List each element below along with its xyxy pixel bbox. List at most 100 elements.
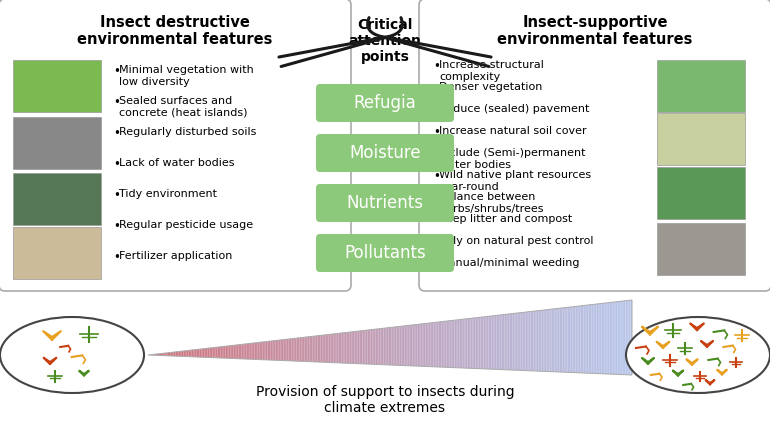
Polygon shape	[290, 339, 292, 361]
Polygon shape	[366, 330, 367, 364]
Polygon shape	[342, 333, 343, 363]
Polygon shape	[192, 350, 193, 357]
Polygon shape	[417, 324, 419, 366]
Text: Include (Semi-)permanent
water bodies: Include (Semi-)permanent water bodies	[439, 148, 585, 170]
Polygon shape	[545, 310, 547, 372]
Polygon shape	[383, 328, 385, 365]
Polygon shape	[408, 325, 410, 366]
Polygon shape	[180, 351, 182, 356]
Polygon shape	[317, 336, 319, 362]
Polygon shape	[288, 339, 290, 361]
Polygon shape	[435, 322, 437, 367]
FancyBboxPatch shape	[657, 60, 745, 112]
Polygon shape	[442, 321, 444, 367]
Polygon shape	[609, 302, 611, 374]
Polygon shape	[174, 352, 176, 356]
Polygon shape	[522, 312, 524, 371]
Polygon shape	[510, 314, 511, 370]
Polygon shape	[440, 322, 442, 367]
FancyBboxPatch shape	[13, 117, 101, 169]
Polygon shape	[590, 304, 591, 373]
Polygon shape	[300, 338, 301, 361]
Polygon shape	[513, 313, 514, 370]
Polygon shape	[322, 335, 324, 362]
Polygon shape	[454, 320, 456, 368]
Polygon shape	[480, 317, 482, 369]
Polygon shape	[477, 317, 479, 368]
Text: •: •	[113, 220, 120, 233]
FancyBboxPatch shape	[657, 113, 745, 165]
Polygon shape	[226, 346, 227, 358]
Polygon shape	[476, 317, 477, 368]
Polygon shape	[159, 353, 161, 355]
Polygon shape	[470, 318, 472, 368]
Polygon shape	[316, 336, 317, 362]
Text: Increase natural soil cover: Increase natural soil cover	[439, 126, 587, 136]
Polygon shape	[463, 319, 464, 368]
Polygon shape	[490, 316, 491, 369]
Polygon shape	[519, 313, 521, 370]
Polygon shape	[256, 343, 258, 359]
Polygon shape	[444, 321, 445, 367]
Polygon shape	[292, 339, 293, 361]
Polygon shape	[190, 350, 192, 357]
Polygon shape	[360, 331, 361, 364]
Polygon shape	[622, 301, 624, 375]
Polygon shape	[232, 345, 233, 359]
FancyBboxPatch shape	[316, 134, 454, 172]
Polygon shape	[182, 351, 183, 356]
Polygon shape	[625, 301, 627, 375]
FancyBboxPatch shape	[419, 0, 770, 291]
Polygon shape	[403, 326, 404, 365]
Polygon shape	[363, 330, 364, 364]
Polygon shape	[450, 320, 451, 368]
Polygon shape	[544, 310, 545, 372]
Polygon shape	[532, 311, 534, 371]
FancyBboxPatch shape	[316, 84, 454, 122]
Polygon shape	[361, 331, 363, 364]
FancyBboxPatch shape	[13, 173, 101, 225]
FancyBboxPatch shape	[13, 60, 101, 112]
Polygon shape	[567, 307, 569, 372]
Polygon shape	[230, 346, 232, 359]
Polygon shape	[569, 307, 571, 372]
Polygon shape	[326, 335, 327, 362]
Polygon shape	[537, 310, 538, 371]
Polygon shape	[437, 322, 438, 367]
Text: Critical
attention
points: Critical attention points	[349, 18, 421, 65]
Polygon shape	[201, 349, 203, 357]
Polygon shape	[563, 308, 564, 372]
Polygon shape	[491, 316, 494, 369]
Polygon shape	[152, 354, 155, 355]
Polygon shape	[579, 306, 581, 373]
Polygon shape	[183, 351, 185, 356]
Polygon shape	[529, 312, 531, 371]
Polygon shape	[369, 330, 370, 364]
Polygon shape	[538, 310, 540, 371]
Polygon shape	[279, 340, 280, 360]
Polygon shape	[185, 351, 186, 357]
Polygon shape	[547, 310, 548, 372]
Polygon shape	[591, 304, 593, 373]
Polygon shape	[172, 352, 174, 356]
Polygon shape	[329, 334, 330, 362]
Text: Pollutants: Pollutants	[344, 244, 426, 262]
Polygon shape	[624, 301, 625, 375]
Polygon shape	[261, 342, 263, 360]
Polygon shape	[380, 328, 382, 365]
Polygon shape	[427, 323, 429, 367]
Polygon shape	[564, 307, 566, 372]
Polygon shape	[220, 346, 223, 358]
Text: Insect-supportive
environmental features: Insect-supportive environmental features	[497, 15, 693, 47]
Polygon shape	[531, 311, 532, 371]
Text: •: •	[433, 148, 440, 161]
Text: Nutrients: Nutrients	[346, 194, 424, 212]
FancyBboxPatch shape	[657, 167, 745, 219]
Polygon shape	[619, 301, 621, 375]
Text: •: •	[113, 127, 120, 140]
Polygon shape	[460, 320, 461, 368]
Polygon shape	[527, 312, 529, 371]
Text: Rely on natural pest control: Rely on natural pest control	[439, 236, 594, 246]
Polygon shape	[434, 322, 435, 367]
Polygon shape	[587, 305, 588, 373]
